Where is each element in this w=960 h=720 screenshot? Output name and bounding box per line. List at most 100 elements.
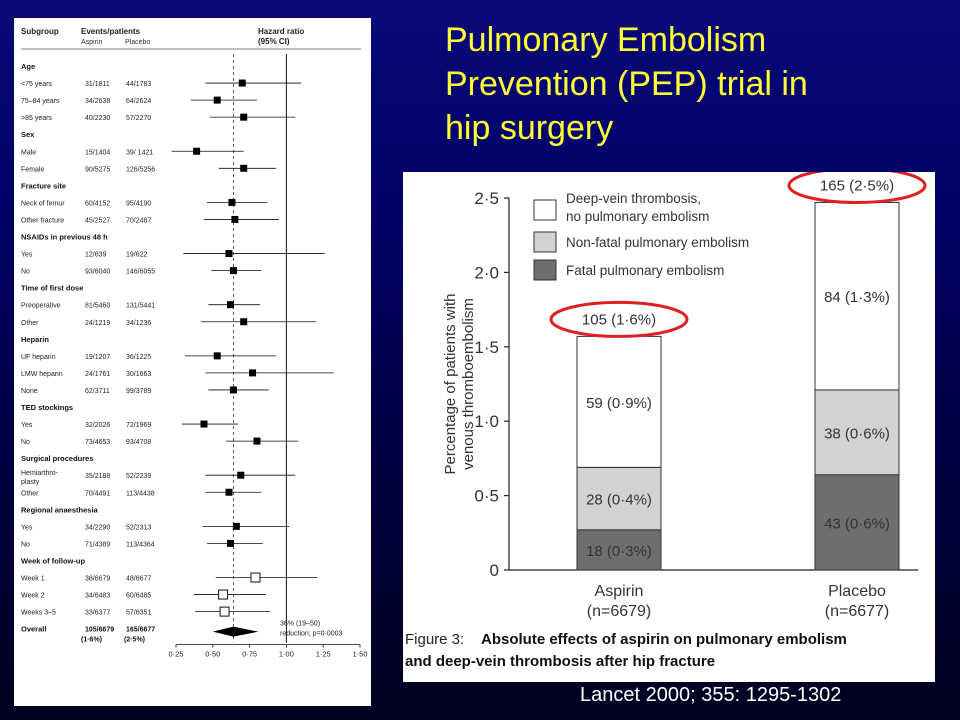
forest-aspirin-events: 73/4653 [85, 439, 110, 446]
forest-header-events: Events/patients [81, 27, 141, 36]
bar-caption-prefix: Figure 3: [405, 631, 464, 648]
forest-point-estimate [219, 606, 230, 617]
forest-aspirin-events: 90/5275 [85, 166, 110, 173]
bar-legend-label: Fatal pulmonary embolism [566, 263, 724, 278]
forest-point-estimate [218, 589, 229, 600]
forest-aspirin-events: 24/1219 [85, 320, 110, 327]
forest-point-estimate [237, 471, 245, 479]
bar-segment-label: 18 (0·3%) [586, 543, 652, 560]
forest-placebo-events: 52/2239 [126, 473, 151, 480]
forest-aspirin-events: 70/4491 [85, 490, 110, 497]
forest-point-estimate [231, 215, 239, 223]
forest-aspirin-events: 15/1404 [85, 149, 110, 156]
forest-point-estimate [240, 318, 248, 326]
bar-legend-label: Non-fatal pulmonary embolism [566, 235, 749, 250]
forest-row-label: Preoperative [21, 303, 61, 310]
bar-category-n: (n=6677) [825, 603, 890, 620]
forest-aspirin-events: 24/1761 [85, 371, 110, 378]
forest-placebo-events: 34/1236 [126, 320, 151, 327]
bar-category-label: Placebo [828, 583, 886, 600]
forest-placebo-events: 113/4364 [126, 541, 155, 548]
forest-aspirin-events: 31/1811 [85, 81, 110, 88]
forest-header-placebo: Placebo [125, 39, 150, 46]
bar-total-highlight-ellipse [549, 300, 689, 338]
bar-y-tick-label: 2·0 [474, 263, 499, 282]
bar-segment-label: 43 (0·6%) [824, 515, 890, 532]
forest-placebo-events: 19/622 [126, 252, 148, 259]
forest-placebo-events: 146/6055 [126, 269, 155, 276]
forest-header-aspirin: Aspirin [81, 39, 103, 46]
forest-x-tick-label: 0·25 [168, 650, 183, 659]
forest-row-label: Yes [21, 252, 33, 259]
citation: Lancet 2000; 355: 1295-1302 [580, 684, 842, 706]
bar-segment-label: 28 (0·4%) [586, 492, 652, 509]
forest-row-label: Other [21, 320, 39, 327]
bar-segment-label: 38 (0·6%) [824, 425, 890, 442]
forest-placebo-events: 64/2624 [126, 98, 151, 105]
forest-row-label: Female [21, 166, 44, 173]
forest-point-estimate [228, 198, 236, 206]
forest-row-label: Yes [21, 524, 33, 531]
bar-caption-line-2: and deep-vein thrombosis after hip fract… [405, 653, 715, 670]
forest-placebo-events: 72/1969 [126, 422, 151, 429]
bar-segment [814, 201, 900, 391]
forest-plot: Subgroup Events/patients Aspirin Placebo Haz… [21, 27, 368, 659]
forest-group-label: NSAIDs in previous 48 h [21, 233, 108, 242]
forest-point-estimate [200, 420, 208, 428]
forest-row-label: UF heparin [21, 354, 56, 361]
forest-group-label: Week of follow-up [21, 556, 85, 565]
bar-legend-label: no pulmonary embolism [566, 209, 709, 224]
forest-overall-note: 36% (19–50) [280, 621, 320, 628]
forest-point-estimate [232, 522, 240, 530]
forest-group-label: Regional anaesthesia [21, 505, 99, 514]
forest-header-hr: Hazard ratio [258, 27, 304, 36]
forest-aspirin-events: 35/2188 [85, 473, 110, 480]
forest-x-tick-label: 1·50 [352, 650, 367, 659]
forest-placebo-events: 113/4438 [126, 490, 155, 497]
forest-placebo-events: 60/6485 [126, 593, 151, 600]
forest-placebo-events: 165/6677 [126, 627, 155, 634]
forest-group-label: Heparin [21, 335, 49, 344]
forest-aspirin-events: 19/1207 [85, 354, 110, 361]
forest-overall-note: reduction; p=0·0003 [280, 631, 343, 638]
forest-aspirin-events: 40/2230 [85, 115, 110, 122]
bar-segment-label: 59 (0·9%) [586, 395, 652, 412]
slide-title-line-2: Prevention (PEP) trial in [445, 65, 808, 103]
forest-group-label: TED stockings [21, 403, 73, 412]
forest-placebo-events: 36/1225 [126, 354, 151, 361]
forest-row-label: Male [21, 149, 36, 156]
forest-aspirin-events: 34/2638 [85, 98, 110, 105]
bar-segment-label: 84 (1·3%) [824, 289, 890, 306]
bar-y-tick-label: 1·5 [474, 338, 499, 357]
bar-y-tick-label: 2·5 [474, 189, 499, 208]
forest-row-label: >85 years [21, 115, 52, 122]
forest-overall-diamond [212, 626, 259, 637]
forest-point-estimate [229, 386, 237, 394]
bar-segment [814, 474, 900, 571]
bar-total-label: 105 (1·6%) [582, 311, 656, 328]
forest-placebo-events: 99/3789 [126, 388, 151, 395]
forest-row-label: No [21, 269, 30, 276]
forest-row-label-line2: plasty [21, 479, 40, 486]
forest-header-subgroup: Subgroup [21, 27, 59, 36]
bar-segment [576, 466, 662, 531]
forest-plot-panel: Subgroup Events/patients Aspirin Placebo Haz… [14, 18, 371, 706]
forest-placebo-events: 126/5256 [126, 166, 155, 173]
bar-category-label: Aspirin [595, 583, 644, 600]
forest-placebo-events: 48/6677 [126, 576, 151, 583]
forest-aspirin-events: 12/639 [85, 252, 107, 259]
forest-group-label: Time of first dose [21, 284, 83, 293]
bar-total-label: 165 (2·5%) [820, 177, 894, 194]
forest-point-estimate [226, 539, 234, 547]
forest-placebo-events: 95/4190 [126, 200, 151, 207]
slide-title-line-1: Pulmonary Embolism [445, 21, 767, 59]
forest-point-estimate [240, 113, 248, 121]
forest-aspirin-events: 105/6679 [85, 627, 114, 634]
forest-x-tick-label: 0·50 [205, 650, 220, 659]
bar-y-tick-label: 0·5 [474, 487, 499, 506]
bar-legend-swatch [533, 259, 557, 281]
forest-point-estimate [213, 352, 221, 360]
forest-row-label: LMW heparin [21, 371, 63, 378]
forest-aspirin-events: 32/2026 [85, 422, 110, 429]
forest-group-label: Sex [21, 130, 35, 139]
